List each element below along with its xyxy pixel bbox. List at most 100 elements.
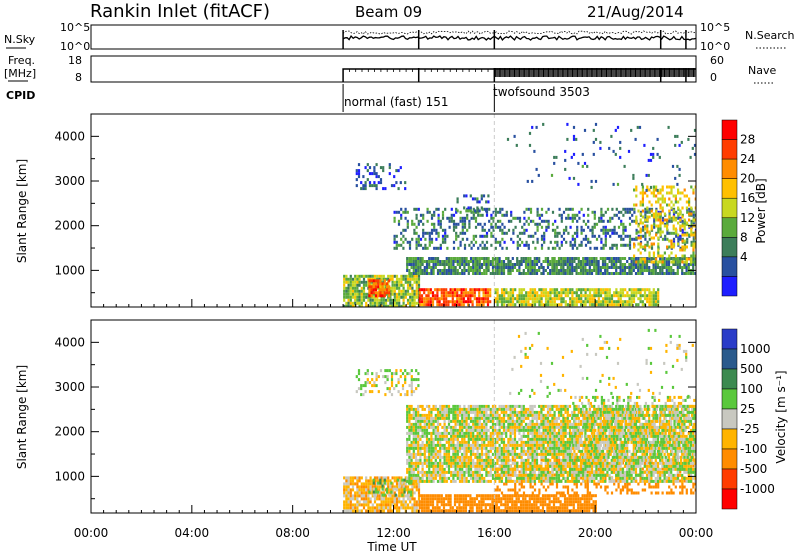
data-cell	[403, 487, 406, 491]
data-cell	[664, 222, 667, 226]
data-cell	[637, 257, 640, 260]
data-cell	[588, 288, 592, 292]
data-cell	[594, 137, 598, 141]
data-cell	[395, 246, 398, 250]
data-cell	[641, 245, 644, 249]
data-cell	[467, 416, 470, 420]
data-cell	[408, 434, 411, 438]
data-cell	[588, 506, 591, 510]
data-cell	[562, 291, 565, 295]
data-cell	[626, 300, 629, 304]
data-cell	[393, 274, 396, 278]
data-cell	[637, 272, 640, 275]
data-cell	[593, 263, 596, 266]
data-cell	[528, 500, 531, 504]
data-cell	[496, 266, 499, 269]
data-cell	[472, 470, 475, 474]
data-cell	[373, 509, 377, 513]
data-cell	[676, 272, 679, 275]
data-cell	[484, 497, 487, 501]
data-cell	[414, 257, 418, 260]
data-cell	[676, 473, 680, 477]
data-cell	[520, 479, 523, 483]
data-cell	[389, 494, 392, 498]
data-cell	[500, 294, 504, 298]
data-cell	[419, 476, 422, 480]
data-cell	[692, 266, 695, 269]
data-cell	[572, 137, 576, 141]
data-cell	[551, 303, 554, 307]
data-cell	[580, 231, 583, 235]
data-cell	[452, 434, 455, 438]
data-cell	[472, 461, 475, 465]
data-cell	[452, 443, 455, 447]
data-cell	[425, 272, 429, 275]
data-cell	[641, 260, 644, 263]
data-cell	[510, 219, 513, 223]
data-cell	[610, 263, 613, 266]
data-cell	[445, 437, 448, 441]
data-cell	[360, 503, 363, 507]
data-cell	[389, 289, 392, 293]
data-cell	[621, 461, 625, 465]
data-cell	[408, 458, 411, 462]
data-cell	[397, 169, 400, 173]
data-cell	[404, 207, 407, 211]
data-cell	[608, 303, 611, 307]
data-cell	[616, 125, 620, 129]
data-cell	[633, 237, 636, 241]
data-cell	[413, 506, 416, 510]
data-cell	[617, 485, 620, 489]
data-cell	[650, 260, 653, 264]
data-cell	[373, 298, 377, 302]
data-cell	[575, 288, 578, 292]
data-cell	[516, 243, 519, 247]
data-cell	[562, 269, 565, 272]
data-cell	[562, 491, 565, 495]
data-cell	[555, 269, 558, 272]
data-cell	[426, 246, 429, 250]
data-cell	[417, 207, 420, 211]
data-cell	[469, 269, 473, 272]
data-cell	[544, 291, 548, 295]
data-cell	[450, 407, 453, 411]
data-cell	[373, 304, 377, 307]
data-cell	[412, 428, 415, 432]
data-cell	[587, 219, 590, 223]
data-cell	[643, 297, 647, 301]
data-cell	[384, 479, 388, 483]
data-cell	[445, 434, 448, 438]
data-cell	[417, 497, 421, 501]
data-cell	[666, 191, 669, 195]
data-cell	[593, 300, 596, 304]
data-cell	[674, 260, 677, 263]
data-cell	[685, 491, 688, 495]
data-cell	[456, 500, 459, 504]
data-cell	[427, 300, 430, 304]
data-cell	[617, 260, 620, 263]
data-cell	[480, 500, 483, 504]
data-cell	[452, 428, 455, 432]
data-cell	[431, 506, 435, 510]
data-cell	[474, 446, 477, 450]
data-cell	[601, 263, 605, 266]
data-cell	[624, 210, 627, 214]
data-cell	[389, 479, 392, 483]
data-cell	[652, 155, 655, 159]
data-cell	[389, 298, 392, 302]
data-cell	[483, 257, 486, 260]
data-cell	[591, 288, 594, 292]
data-cell	[623, 263, 627, 266]
data-cell	[641, 200, 644, 204]
data-cell	[520, 303, 523, 307]
data-cell	[529, 303, 532, 307]
data-cell	[447, 494, 450, 498]
data-cell	[588, 500, 591, 504]
data-cell	[519, 503, 523, 507]
data-cell	[382, 304, 385, 307]
data-cell	[546, 497, 549, 501]
data-cell	[595, 482, 598, 486]
data-cell	[449, 300, 452, 304]
data-cell	[592, 152, 595, 156]
data-cell	[454, 437, 457, 441]
